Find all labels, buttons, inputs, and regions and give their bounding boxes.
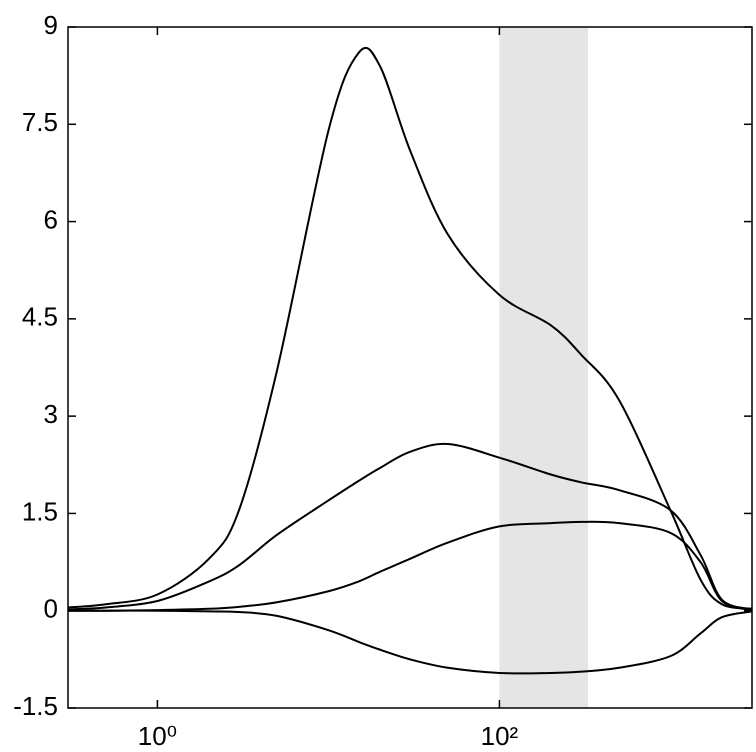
line-series (67, 442, 753, 611)
line-series (67, 520, 753, 612)
y-tick-label: 9 (44, 10, 58, 40)
y-tick-label: 3 (44, 399, 58, 429)
x-tick-label: 10⁰ (138, 721, 177, 751)
line-series (68, 609, 753, 675)
y-tick-label: 1.5 (22, 496, 58, 526)
y-tick-label: 7.5 (22, 107, 58, 137)
y-tick-label: -1.5 (13, 691, 58, 721)
y-tick-label: 6 (44, 204, 58, 234)
x-tick-label: 10² (481, 721, 519, 751)
y-tick-label: 4.5 (22, 302, 58, 332)
shaded-region (499, 27, 589, 708)
plot-frame (67, 26, 753, 709)
line-series (67, 47, 753, 610)
y-tick-label: 0 (44, 594, 58, 624)
